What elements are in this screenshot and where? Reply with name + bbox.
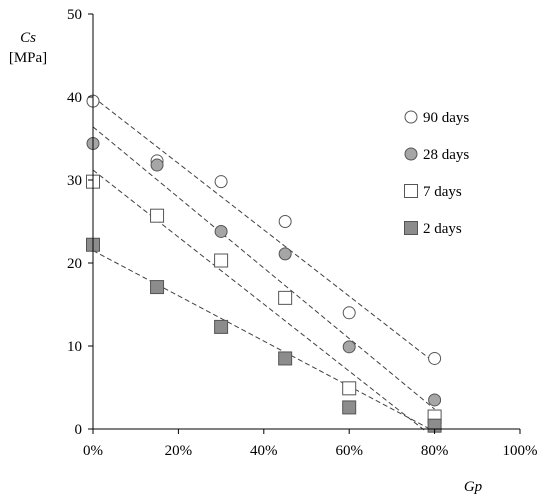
y-tick-label: 10 [67, 339, 82, 355]
x-tick-label: 60% [335, 443, 363, 459]
data-point [342, 306, 356, 320]
y-tick-label: 40 [67, 90, 82, 106]
x-tick-label: 0% [83, 443, 103, 459]
axes [92, 14, 520, 430]
legend-marker [404, 221, 418, 235]
legend-label: 90 days [423, 110, 469, 126]
data-point [150, 208, 165, 223]
legend: 90 days 28 days 7 days 2 days [404, 110, 469, 237]
trend-line [92, 96, 435, 363]
legend-marker [404, 184, 418, 198]
data-point [150, 280, 165, 295]
y-axis-title: Cs [20, 30, 36, 46]
data-point [214, 253, 229, 268]
trend-lines [92, 96, 435, 432]
y-axis-unit: [MPa] [9, 50, 47, 66]
data-point [342, 381, 357, 396]
y-tick-label: 50 [67, 7, 82, 23]
legend-marker [404, 147, 418, 161]
data-point [428, 351, 442, 365]
data-point [278, 351, 293, 366]
trend-line [92, 250, 435, 432]
trend-line [92, 126, 435, 410]
data-point [342, 400, 357, 415]
data-point [428, 393, 442, 407]
y-tick-label: 20 [67, 256, 82, 272]
x-tick-label: 80% [421, 443, 449, 459]
legend-label: 7 days [423, 184, 462, 200]
data-point [150, 158, 164, 172]
x-tick-label: 100% [503, 443, 538, 459]
x-tick-label: 20% [165, 443, 193, 459]
ticks: 0 10 20 30 40 50 0% 20% 40% 60% 80% 100% [67, 7, 538, 459]
data-point [278, 215, 292, 228]
x-axis-title: Gp [464, 479, 483, 495]
y-tick-label: 30 [67, 173, 82, 189]
data-point [278, 290, 293, 305]
data-point [278, 247, 292, 261]
trend-line [92, 169, 427, 432]
y-tick-label: 0 [75, 422, 83, 438]
data-point [342, 340, 356, 354]
data-point [214, 175, 228, 189]
legend-label: 2 days [423, 221, 462, 237]
legend-label: 28 days [423, 147, 469, 163]
x-tick-label: 40% [250, 443, 278, 459]
legend-marker [404, 110, 418, 124]
data-markers [86, 94, 442, 433]
data-point [214, 224, 228, 238]
data-point [214, 319, 229, 334]
